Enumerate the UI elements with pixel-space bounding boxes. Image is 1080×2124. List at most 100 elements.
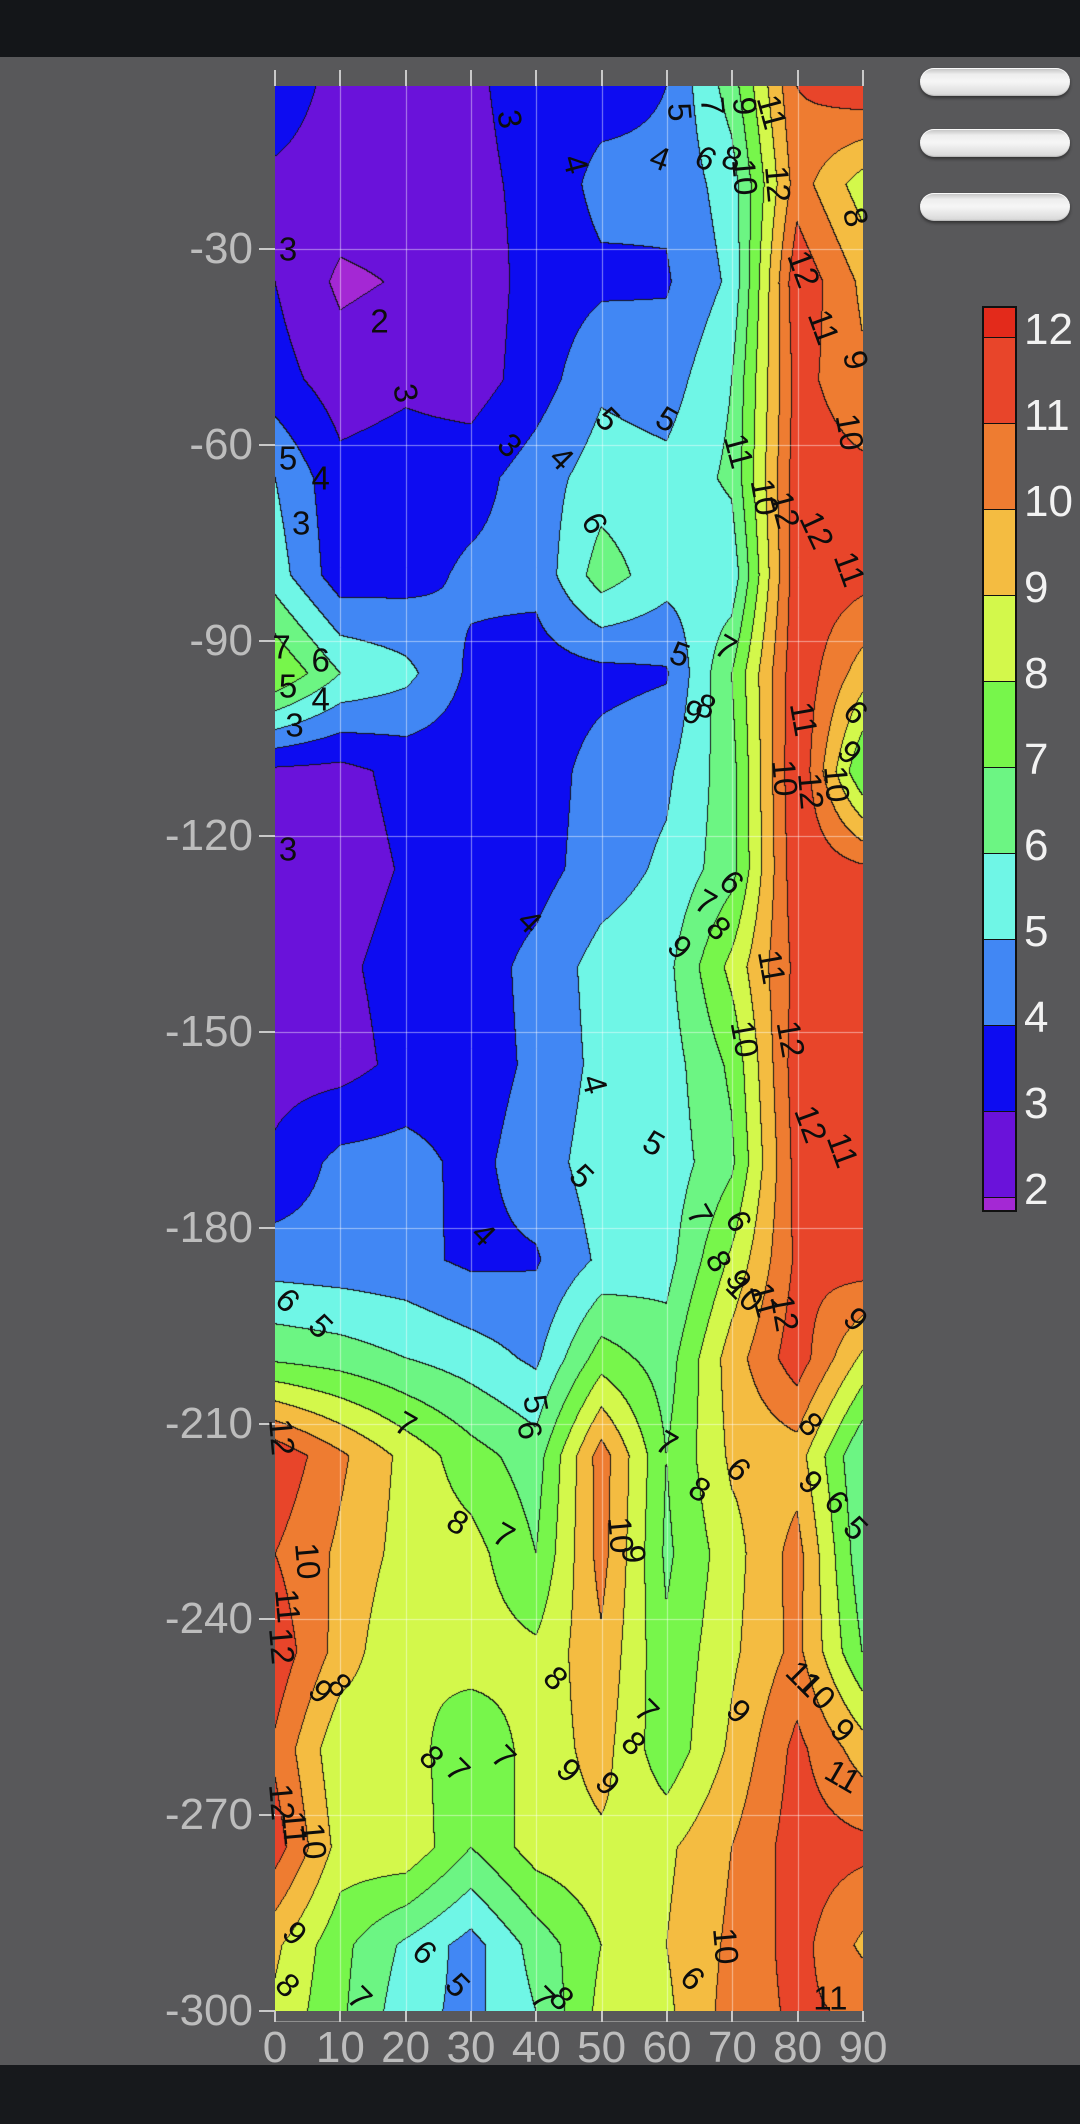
handle-button-2[interactable]	[920, 129, 1070, 157]
y-tick-label: -270	[164, 1790, 253, 1840]
x-tick-label: 90	[838, 2023, 888, 2072]
contour-value-label: 11	[782, 698, 826, 740]
x-tick-top	[666, 70, 668, 86]
contour-value-label: 10	[828, 410, 872, 454]
x-tick-bottom	[796, 2011, 799, 2022]
contour-value-label: 12	[261, 1625, 302, 1666]
x-tick-bottom	[666, 2011, 668, 2022]
contour-value-label: 5	[660, 101, 700, 123]
contour-value-label: 5	[278, 667, 298, 705]
x-tick-bottom	[862, 2011, 864, 2022]
contour-value-label: 11	[750, 946, 793, 988]
contour-value-label: 3	[291, 504, 311, 542]
y-tick-label: -150	[164, 1007, 253, 1057]
y-tick-left	[259, 1422, 275, 1425]
x-tick-bottom	[535, 2011, 538, 2022]
x-tick-label: 60	[642, 2023, 692, 2072]
y-tick-left	[259, 1031, 275, 1034]
x-tick-top	[404, 70, 407, 86]
y-tick-left	[259, 835, 275, 838]
colorbar	[982, 306, 1017, 1212]
y-tick-label: -240	[164, 1594, 253, 1644]
x-tick-top	[862, 70, 864, 86]
contour-value-label: 12	[763, 1291, 807, 1335]
colorbar-label: 3	[1024, 1079, 1049, 1128]
contour-value-label: 10	[723, 1017, 767, 1060]
colorbar-label: 12	[1024, 305, 1073, 354]
colorbar-segment	[984, 338, 1015, 424]
contour-value-label: 7	[272, 628, 291, 666]
colorbar-segment	[984, 1198, 1015, 1210]
colorbar-segment	[984, 768, 1015, 854]
y-tick-label: -30	[189, 224, 253, 274]
y-tick-left	[259, 639, 275, 642]
x-tick-top	[470, 70, 472, 86]
colorbar-segment	[984, 424, 1015, 510]
x-tick-bottom	[600, 2011, 603, 2022]
colorbar-label: 8	[1024, 649, 1049, 698]
status-bar	[0, 0, 1080, 57]
navigation-bar	[0, 2065, 1080, 2124]
x-tick-label: 10	[315, 2023, 365, 2072]
contour-value-label: 9	[615, 1543, 654, 1565]
x-tick-top	[535, 70, 538, 86]
x-tick-label: 70	[707, 2023, 757, 2072]
contour-value-label: 3	[278, 830, 298, 868]
y-tick-left	[259, 1814, 275, 1817]
contour-value-label: 11	[268, 1587, 308, 1626]
contour-plot[interactable]	[275, 86, 863, 2011]
colorbar-label: 4	[1024, 993, 1049, 1042]
contour-value-label: 4	[311, 459, 330, 497]
colorbar-segment	[984, 308, 1015, 338]
contour-value-label: 10	[287, 1540, 328, 1581]
x-tick-bottom	[731, 2011, 734, 2022]
contour-value-label: 6	[311, 641, 330, 679]
y-tick-left	[259, 443, 275, 446]
colorbar-segment	[984, 1112, 1015, 1198]
x-tick-top	[274, 70, 276, 86]
y-tick-left	[259, 2010, 275, 2012]
colorbar-label: 6	[1024, 821, 1049, 870]
y-tick-label: -300	[164, 1986, 253, 2035]
handle-button-3[interactable]	[920, 193, 1070, 221]
contour-value-label: 3	[278, 230, 298, 268]
contour-value-label: 10	[705, 1925, 746, 1966]
x-tick-label: 80	[773, 2023, 823, 2072]
x-tick-label: 0	[262, 2023, 288, 2072]
contour-value-label: 2	[370, 302, 389, 340]
contour-value-label: 12	[261, 1416, 302, 1457]
handle-button-1[interactable]	[920, 68, 1070, 96]
y-tick-left	[259, 1618, 275, 1621]
x-tick-top	[600, 70, 603, 86]
colorbar-label: 7	[1024, 735, 1049, 784]
colorbar-segment	[984, 1026, 1015, 1112]
contour-value-label: 12	[790, 770, 831, 811]
colorbar-label: 10	[1024, 477, 1073, 526]
contour-value-label: 10	[294, 1821, 335, 1862]
x-tick-label: 20	[381, 2023, 431, 2072]
y-tick-left	[259, 1226, 275, 1229]
x-tick-bottom	[470, 2011, 472, 2022]
y-tick-label: -180	[164, 1202, 253, 1252]
x-tick-label: 40	[511, 2023, 561, 2072]
colorbar-label: 11	[1024, 391, 1070, 440]
colorbar-label: 5	[1024, 907, 1049, 956]
x-tick-top	[796, 70, 799, 86]
colorbar-segment	[984, 596, 1015, 682]
y-tick-left	[259, 248, 275, 251]
y-tick-label: -60	[189, 419, 253, 469]
colorbar-segment	[984, 510, 1015, 596]
colorbar-label: 9	[1024, 563, 1049, 612]
x-tick-bottom	[404, 2011, 407, 2022]
x-tick-bottom	[274, 2011, 276, 2022]
x-tick-top	[339, 70, 342, 86]
x-tick-label: 50	[577, 2023, 627, 2072]
colorbar-segment	[984, 940, 1015, 1026]
contour-value-label: 4	[311, 680, 330, 718]
y-tick-label: -210	[164, 1398, 253, 1448]
contour-value-label: 12	[758, 163, 799, 204]
contour-value-label: 3	[285, 706, 304, 744]
y-tick-label: -120	[164, 811, 253, 861]
contour-value-label: 11	[813, 1979, 848, 2017]
colorbar-label: 2	[1024, 1165, 1049, 1214]
